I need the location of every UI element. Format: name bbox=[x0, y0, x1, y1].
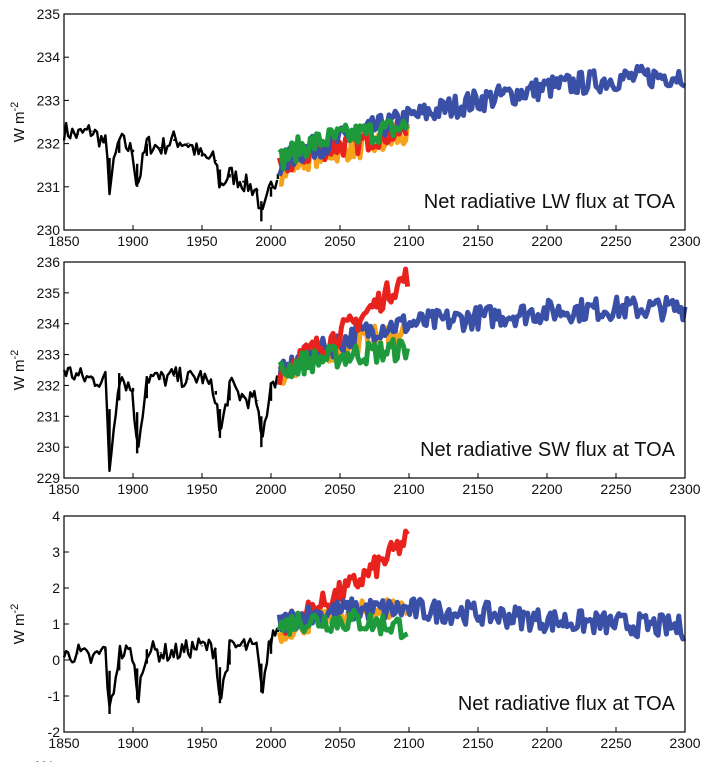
x-tick-label: 2150 bbox=[462, 233, 493, 249]
y-tick-label: 235 bbox=[37, 285, 61, 301]
y-tick-label: 3 bbox=[52, 544, 60, 560]
plot-frame bbox=[63, 261, 686, 479]
x-tick-label: 2050 bbox=[324, 233, 355, 249]
x-tick-label: 2100 bbox=[393, 233, 424, 249]
series-line bbox=[62, 121, 279, 211]
series-line bbox=[62, 366, 279, 473]
x-tick-label: 2300 bbox=[669, 233, 700, 249]
x-tick-label: 1950 bbox=[186, 481, 217, 497]
y-axis-label: W m-2 bbox=[9, 604, 28, 645]
x-tick-label: 2150 bbox=[462, 481, 493, 497]
series-line bbox=[276, 596, 687, 642]
x-tick-label: 2200 bbox=[531, 481, 562, 497]
y-tick-label: 231 bbox=[37, 408, 61, 424]
y-tick-label: 232 bbox=[37, 136, 61, 152]
x-tick-label: 2100 bbox=[393, 735, 424, 751]
panel-title: Net radiative flux at TOA bbox=[458, 693, 676, 715]
y-tick-label: 1 bbox=[52, 616, 60, 632]
x-tick-label: 2250 bbox=[600, 481, 631, 497]
panel-title: Net radiative SW flux at TOA bbox=[420, 439, 676, 461]
cut-off-label: 201 bbox=[34, 759, 54, 762]
x-tick-label: 2050 bbox=[324, 735, 355, 751]
series-line bbox=[276, 63, 687, 177]
panel-2: 1850 1900 1950 2000 2050 2100 2150 2200 2250 2300… bbox=[9, 254, 701, 497]
y-tick-label: -1 bbox=[48, 688, 61, 704]
x-tick-label: 1900 bbox=[117, 735, 148, 751]
x-tick-label: 2200 bbox=[531, 735, 562, 751]
plot-frame bbox=[63, 13, 686, 231]
series-line bbox=[277, 336, 411, 380]
y-tick-label: 234 bbox=[37, 49, 61, 65]
y-tick-label: 4 bbox=[52, 508, 60, 524]
x-tick-label: 2200 bbox=[531, 233, 562, 249]
y-tick-label: 234 bbox=[37, 316, 61, 332]
y-tick-label: 232 bbox=[37, 377, 61, 393]
y-tick-label: 236 bbox=[37, 254, 61, 270]
x-tick-label: 2050 bbox=[324, 481, 355, 497]
x-tick-label: 2300 bbox=[669, 735, 700, 751]
x-tick-label: 2150 bbox=[462, 735, 493, 751]
y-tick-label: 230 bbox=[37, 222, 61, 238]
series-line bbox=[276, 607, 409, 641]
series-line bbox=[276, 294, 688, 385]
y-tick-label: -2 bbox=[48, 724, 61, 740]
y-tick-label: 235 bbox=[37, 6, 61, 22]
y-axis-label: W m-2 bbox=[9, 350, 28, 391]
x-tick-label: 2000 bbox=[255, 481, 286, 497]
x-tick-label: 2300 bbox=[669, 481, 700, 497]
panel-1: 1850 1900 1950 2000 2050 2100 2150 2200 2250 2300… bbox=[9, 6, 701, 249]
y-tick-label: 229 bbox=[37, 470, 61, 486]
y-tick-label: 233 bbox=[37, 347, 61, 363]
x-tick-label: 1900 bbox=[117, 481, 148, 497]
x-tick-label: 2250 bbox=[600, 233, 631, 249]
x-tick-label: 2100 bbox=[393, 481, 424, 497]
x-tick-label: 1850 bbox=[48, 233, 79, 249]
y-tick-label: 2 bbox=[52, 580, 60, 596]
x-tick-label: 2250 bbox=[600, 735, 631, 751]
panel-3: 1850 1900 1950 2000 2050 2100 2150 2200 2250 2300… bbox=[9, 508, 701, 751]
x-tick-label: 1900 bbox=[117, 233, 148, 249]
x-tick-label: 1850 bbox=[48, 481, 79, 497]
x-tick-label: 2000 bbox=[255, 233, 286, 249]
y-tick-label: 0 bbox=[52, 652, 60, 668]
series-line bbox=[62, 627, 279, 708]
x-tick-label: 1850 bbox=[48, 735, 79, 751]
y-tick-label: 233 bbox=[37, 92, 61, 108]
x-tick-label: 1950 bbox=[186, 735, 217, 751]
y-tick-label: 231 bbox=[37, 179, 61, 195]
panel-title: Net radiative LW flux at TOA bbox=[424, 191, 676, 213]
x-tick-label: 1950 bbox=[186, 233, 217, 249]
y-axis-label: W m-2 bbox=[9, 102, 28, 143]
series-line bbox=[277, 118, 410, 172]
y-tick-label: 230 bbox=[37, 439, 61, 455]
x-tick-label: 2000 bbox=[255, 735, 286, 751]
